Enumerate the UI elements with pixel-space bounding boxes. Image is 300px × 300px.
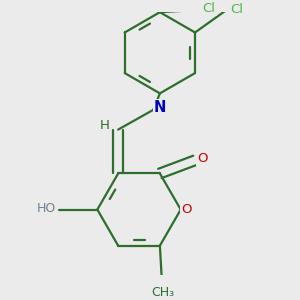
Text: Cl: Cl <box>230 3 243 16</box>
Text: N: N <box>154 100 166 115</box>
Text: H: H <box>100 119 110 132</box>
Text: HO: HO <box>37 202 56 215</box>
Text: CH₃: CH₃ <box>152 286 175 299</box>
Text: O: O <box>197 152 208 165</box>
Text: Cl: Cl <box>203 2 216 15</box>
Text: O: O <box>181 203 191 216</box>
